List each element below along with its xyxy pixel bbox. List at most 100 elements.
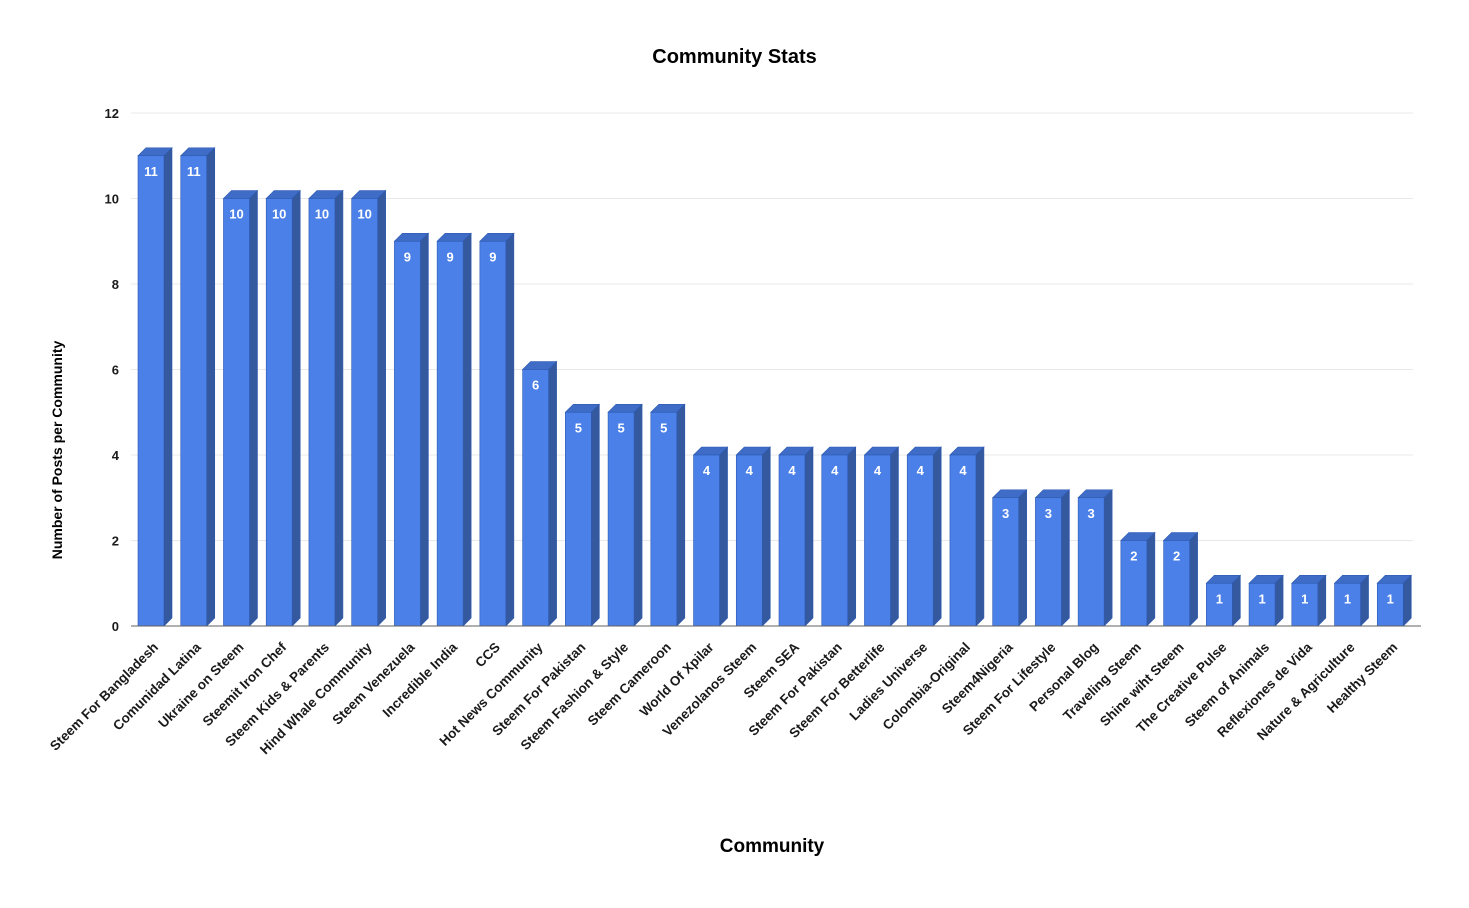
bar: 1 — [1205, 574, 1242, 627]
bar: 5 — [650, 403, 686, 627]
bar: 11 — [180, 147, 216, 627]
bar-value-label: 11 — [144, 164, 158, 179]
bar: 5 — [607, 403, 643, 627]
x-axis-tick-label: CCS — [472, 640, 503, 671]
bar: 9 — [436, 232, 472, 627]
bar-value-label: 4 — [788, 463, 796, 478]
bar-front-face — [479, 240, 507, 627]
bar-side-face — [291, 189, 301, 627]
bar-front-face — [351, 198, 378, 627]
bar: 10 — [222, 189, 259, 627]
bar-value-label: 1 — [1344, 591, 1351, 606]
bar-value-label: 9 — [489, 249, 496, 264]
bar: 3 — [1077, 489, 1113, 627]
bar-value-label: 4 — [874, 463, 882, 478]
bar-side-face — [932, 446, 942, 627]
bar-side-face — [1146, 531, 1156, 627]
bar: 3 — [991, 489, 1028, 627]
bar-side-face — [206, 147, 216, 627]
bar-side-face — [761, 446, 771, 627]
bar-side-face — [847, 446, 857, 627]
bar-front-face — [565, 411, 592, 627]
bar-front-face — [1163, 540, 1190, 627]
bar-front-face — [394, 240, 421, 627]
bar-side-face — [1317, 574, 1327, 627]
bar-front-face — [906, 454, 934, 627]
bar-value-label: 1 — [1301, 591, 1308, 606]
bar-front-face — [522, 369, 549, 627]
x-axis-tick-label: Incredible India — [380, 639, 461, 720]
bar-front-face — [180, 155, 208, 627]
y-axis-tick-label: 8 — [112, 277, 119, 292]
y-axis-tick-label: 0 — [112, 619, 119, 634]
y-axis-tick-label: 12 — [105, 106, 119, 121]
bar: 10 — [350, 189, 387, 627]
bar-value-label: 10 — [229, 207, 243, 222]
bar-value-label: 6 — [532, 378, 539, 393]
bar-front-face — [864, 454, 891, 627]
bar-value-label: 4 — [917, 463, 925, 478]
bar-value-label: 1 — [1216, 591, 1223, 606]
bar-front-face — [308, 198, 336, 627]
bar: 6 — [521, 360, 558, 627]
bar: 4 — [863, 446, 900, 627]
y-axis-tick-label: 10 — [105, 192, 119, 207]
bar-front-face — [693, 454, 720, 627]
bar-side-face — [975, 446, 985, 627]
x-axis-tick-label: World Of Xpilar — [637, 639, 717, 719]
bar-front-face — [949, 454, 977, 627]
bar-front-face — [607, 411, 635, 627]
y-axis-tick-label: 2 — [112, 534, 119, 549]
bar-side-face — [804, 446, 814, 627]
bar-side-face — [505, 232, 515, 627]
bar-side-face — [1061, 489, 1070, 627]
bar-value-label: 2 — [1173, 549, 1180, 564]
bar-side-face — [249, 189, 258, 627]
bar-value-label: 4 — [959, 463, 967, 478]
bar-value-label: 1 — [1258, 591, 1265, 606]
bar-front-face — [1206, 582, 1233, 627]
bar-side-face — [1402, 574, 1412, 627]
bar-value-label: 9 — [404, 249, 411, 264]
bar-side-face — [676, 403, 686, 627]
bar-side-face — [462, 232, 472, 627]
bar: 5 — [564, 403, 601, 627]
bar: 10 — [308, 189, 344, 627]
bar-front-face — [650, 411, 678, 627]
bar-side-face — [1018, 489, 1027, 627]
bar: 1 — [1333, 574, 1370, 627]
x-axis-tick-label: Traveling Steem — [1060, 640, 1144, 724]
bar-side-face — [1189, 531, 1198, 627]
bar-side-face — [1232, 574, 1241, 627]
bar-front-face — [778, 454, 806, 627]
bar-value-label: 4 — [703, 463, 711, 478]
x-axis-tick-label: Ladies Universe — [846, 639, 930, 723]
chart-title: Community Stats — [652, 46, 817, 68]
bar-side-face — [548, 360, 557, 627]
bar-value-label: 5 — [660, 420, 667, 435]
y-axis-tick-label: 6 — [112, 363, 119, 378]
bar: 4 — [821, 446, 857, 627]
bar-side-face — [420, 232, 429, 627]
bar-side-face — [334, 189, 344, 627]
bar: 9 — [393, 232, 430, 627]
bar-side-face — [1103, 489, 1113, 627]
bar-value-label: 10 — [315, 207, 329, 222]
bar-front-face — [223, 198, 250, 627]
bar-front-face — [992, 497, 1019, 627]
bar-side-face — [591, 403, 600, 627]
bar-value-label: 5 — [617, 420, 624, 435]
bar: 3 — [1034, 489, 1071, 627]
bar: 2 — [1120, 531, 1156, 627]
bar-front-face — [1035, 497, 1062, 627]
bar: 4 — [778, 446, 814, 627]
bar-front-face — [1376, 582, 1404, 627]
bar-value-label: 3 — [1002, 506, 1009, 521]
bar-value-label: 1 — [1387, 591, 1394, 606]
bar-value-label: 10 — [272, 207, 286, 222]
bar-value-label: 4 — [746, 463, 754, 478]
bar-front-face — [1334, 582, 1361, 627]
bar-value-label: 9 — [447, 249, 454, 264]
bar-side-face — [1274, 574, 1284, 627]
